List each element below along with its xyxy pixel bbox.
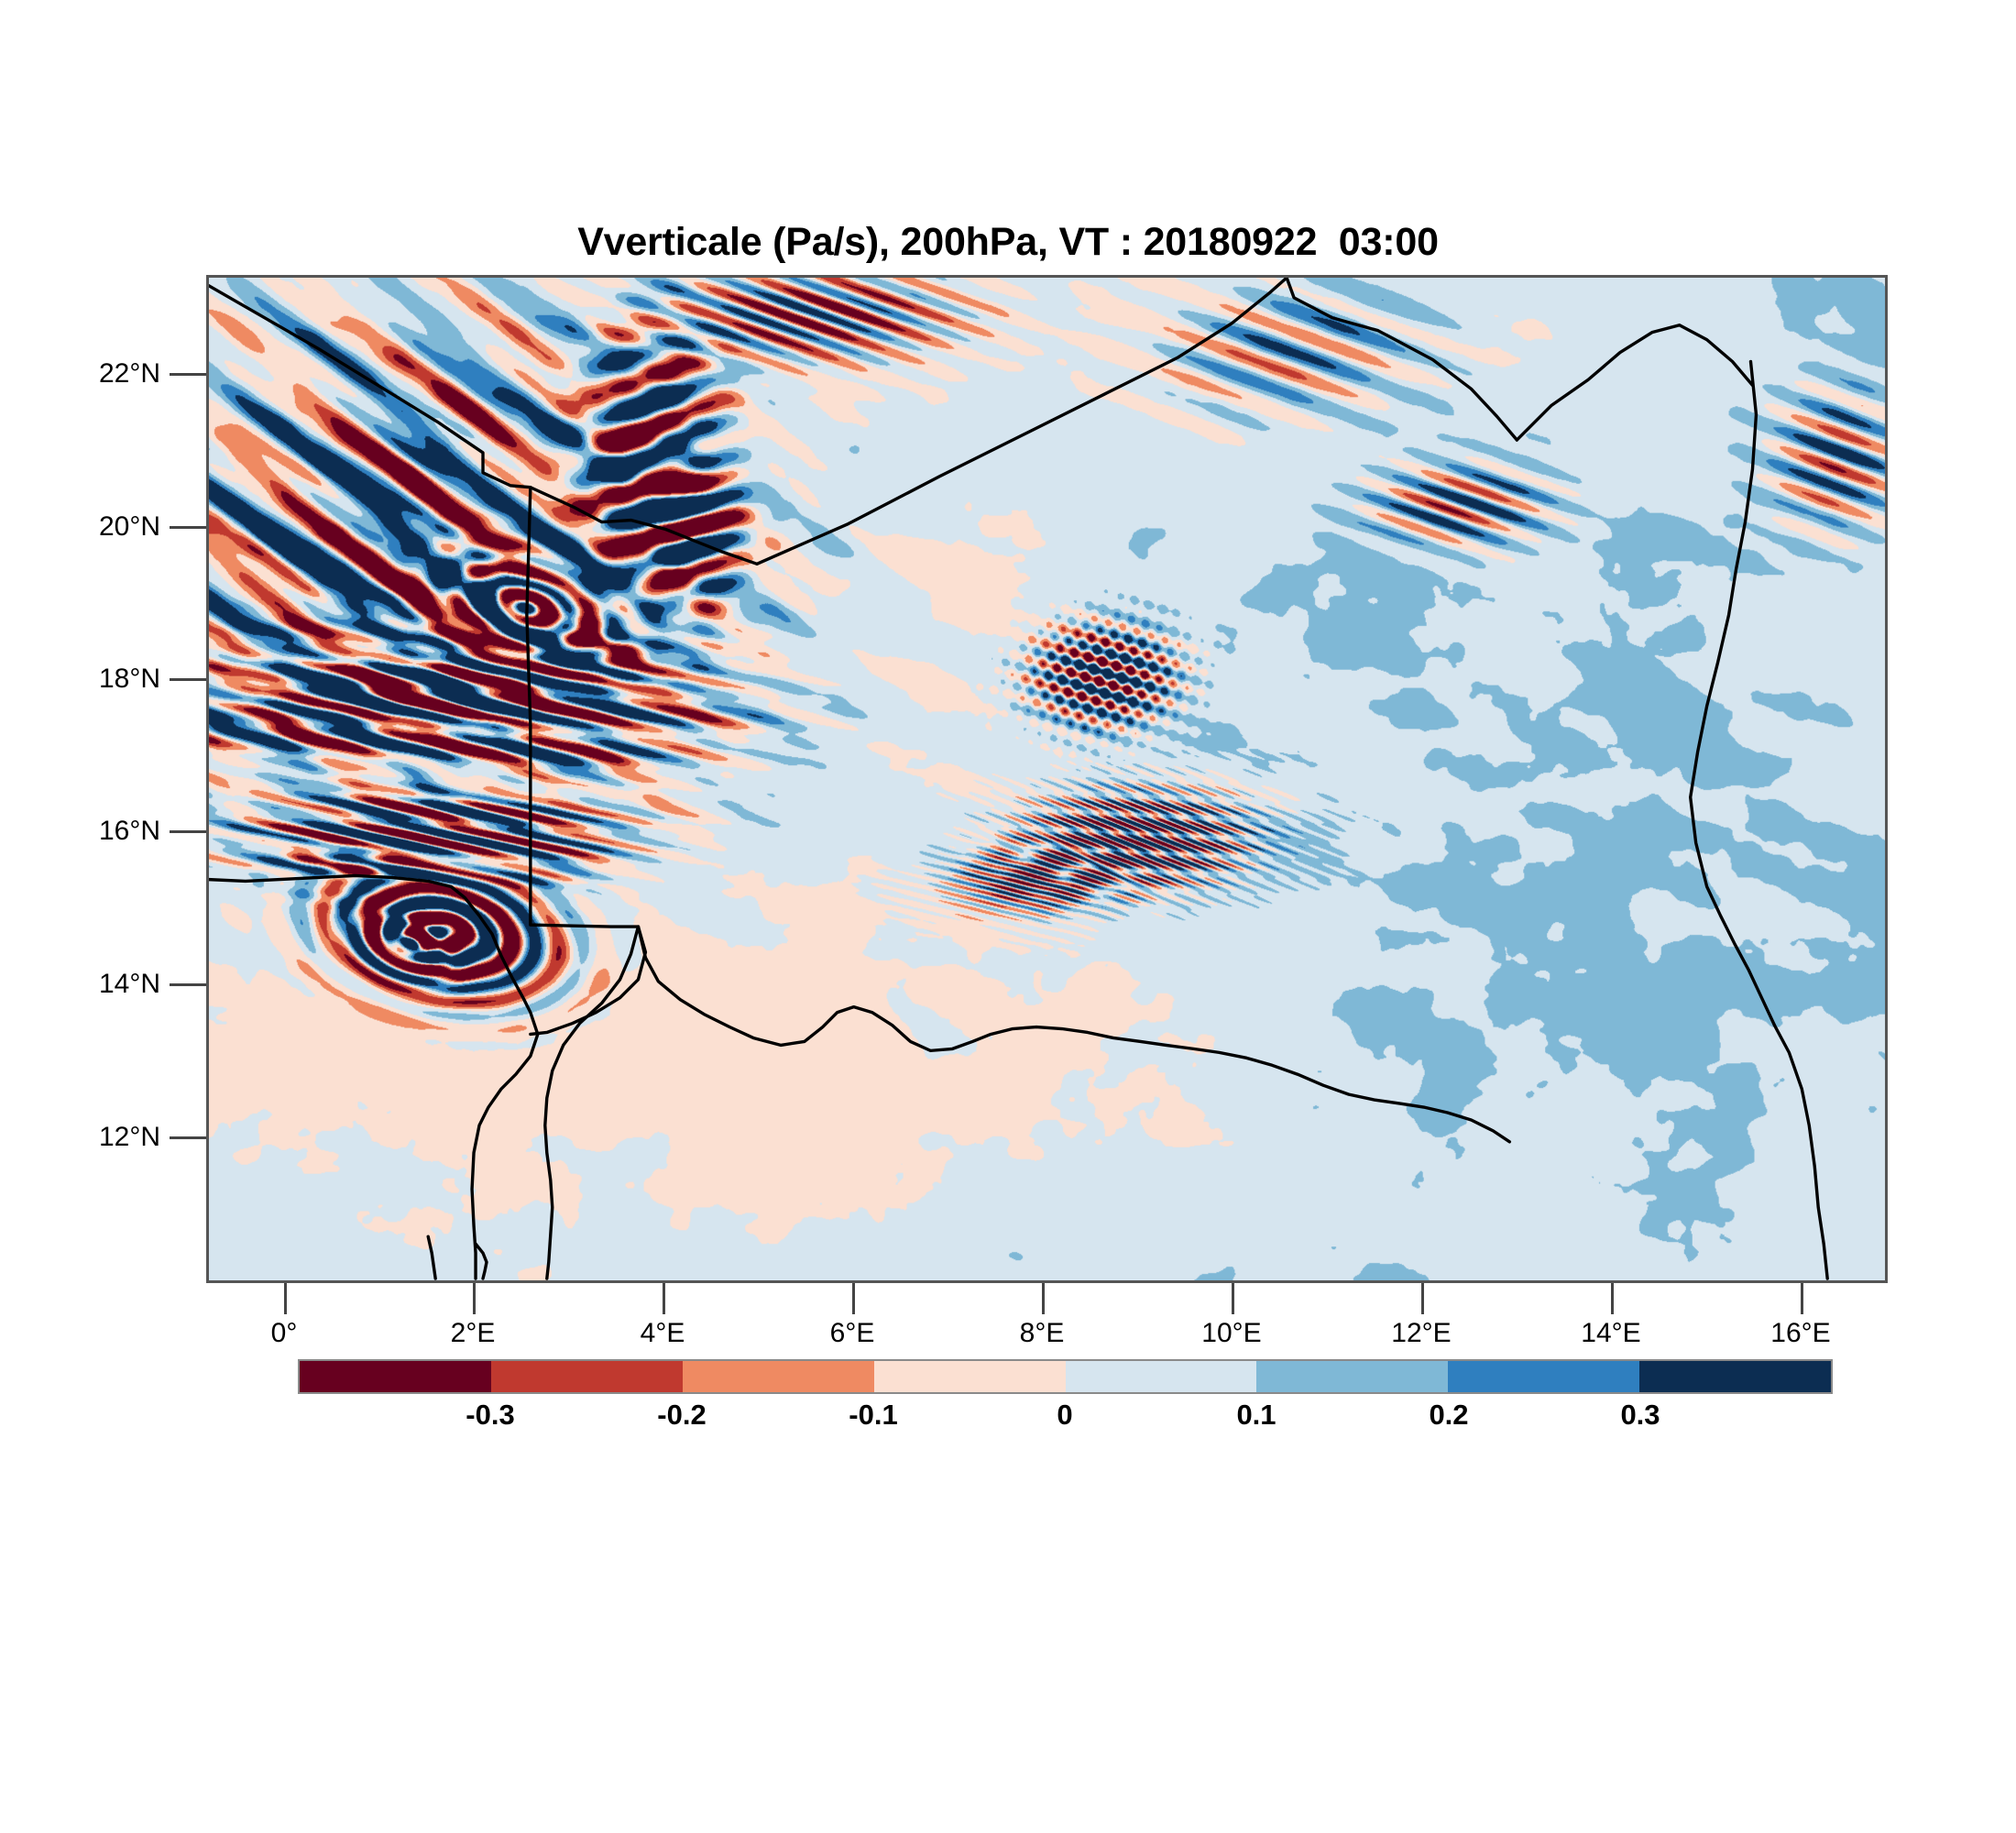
ytick-line-14N [170, 983, 206, 986]
xtick-line-8E [1042, 1283, 1045, 1314]
xtick-line-10E [1232, 1283, 1234, 1314]
ytick-label-12N: 12°N [98, 1122, 160, 1152]
xtick-line-6E [852, 1283, 855, 1314]
colorbar-label-neg02: -0.2 [657, 1399, 707, 1431]
map-plot-area [206, 275, 1888, 1283]
ytick-line-22N [170, 373, 206, 376]
xtick-label-8E: 8°E [1019, 1318, 1065, 1348]
colorbar-band-6 [1256, 1361, 1449, 1392]
colorbar-label-neg01: -0.1 [849, 1399, 898, 1431]
colorbar-band-4 [873, 1361, 1066, 1392]
colorbar-label-zero: 0 [1057, 1399, 1073, 1431]
ytick-line-12N [170, 1136, 206, 1139]
xtick-line-16E [1801, 1283, 1803, 1314]
ytick-line-20N [170, 526, 206, 529]
xtick-label-12E: 12°E [1391, 1318, 1452, 1348]
scalar-field-raster [209, 278, 1885, 1280]
xtick-label-14E: 14°E [1581, 1318, 1641, 1348]
xtick-label-2E: 2°E [450, 1318, 496, 1348]
xtick-line-4E [663, 1283, 665, 1314]
ytick-label-14N: 14°N [98, 969, 160, 999]
xtick-label-6E: 6°E [829, 1318, 875, 1348]
colorbar-band-8 [1639, 1361, 1831, 1392]
ytick-label-22N: 22°N [98, 358, 160, 389]
colorbar-band-3 [682, 1361, 874, 1392]
colorbar-label-pos02: 0.2 [1429, 1399, 1469, 1431]
colorbar-label-neg03: -0.3 [466, 1399, 515, 1431]
ytick-line-16N [170, 830, 206, 833]
ytick-label-18N: 18°N [98, 664, 160, 694]
xtick-line-0 [284, 1283, 287, 1314]
ytick-label-16N: 16°N [98, 816, 160, 846]
colorbar-band-5 [1065, 1361, 1257, 1392]
xtick-line-12E [1421, 1283, 1424, 1314]
colorbar-label-pos01: 0.1 [1236, 1399, 1276, 1431]
xtick-line-2E [473, 1283, 476, 1314]
colorbar [298, 1359, 1833, 1394]
xtick-label-0: 0° [270, 1318, 298, 1348]
xtick-label-4E: 4°E [640, 1318, 685, 1348]
xtick-line-14E [1611, 1283, 1614, 1314]
ytick-label-20N: 20°N [98, 511, 160, 542]
xtick-label-10E: 10°E [1201, 1318, 1262, 1348]
colorbar-band-7 [1448, 1361, 1640, 1392]
colorbar-label-pos03: 0.3 [1620, 1399, 1660, 1431]
xtick-label-16E: 16°E [1770, 1318, 1831, 1348]
chart-title: Vverticale (Pa/s), 200hPa, VT : 20180922… [577, 220, 1439, 264]
ytick-line-18N [170, 678, 206, 681]
colorbar-band-1 [300, 1361, 491, 1392]
colorbar-band-2 [490, 1361, 683, 1392]
